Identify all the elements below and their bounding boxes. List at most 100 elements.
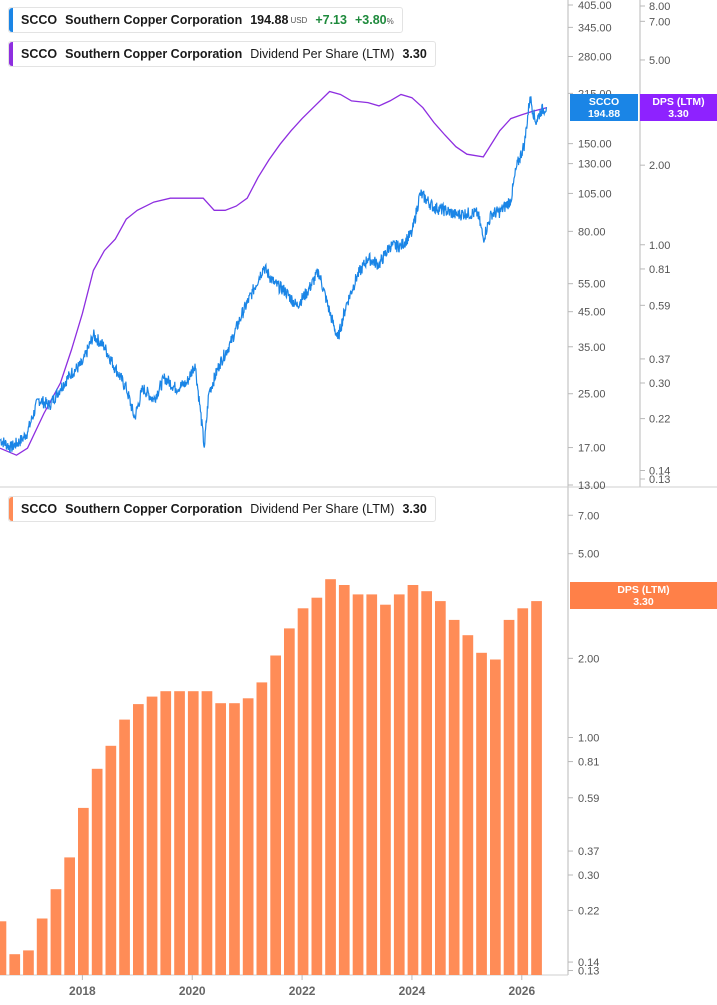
dps-tick-label: 1.00 <box>649 240 670 252</box>
x-tick-label: 2020 <box>179 984 206 998</box>
dps-bar <box>448 619 460 975</box>
dps-bar-tag: DPS (LTM) 3.30 <box>570 582 717 609</box>
x-tick-label: 2026 <box>508 984 535 998</box>
dps-bar <box>91 768 103 975</box>
dps-bar <box>215 703 226 975</box>
price-legend-ticker: SCCO <box>21 13 58 27</box>
dps-tick-label: 2.00 <box>649 160 670 172</box>
price-tick-label: 130.00 <box>578 159 612 171</box>
bar-tick-label: 0.14 <box>578 957 599 969</box>
price-line-series <box>0 96 548 453</box>
price-tick-label: 80.00 <box>578 226 606 238</box>
dps-bar <box>174 691 185 975</box>
dps-bar <box>503 619 515 975</box>
dps-bar <box>284 628 295 975</box>
price-tick-label: 105.00 <box>578 188 612 200</box>
price-tick-label: 55.00 <box>578 279 606 291</box>
dps-bar <box>297 608 309 975</box>
dps-bar <box>242 698 254 975</box>
dps-bar <box>64 857 75 975</box>
dps-bar <box>270 655 281 975</box>
dps-bar <box>229 703 240 975</box>
dps-tick-label: 7.00 <box>649 16 670 28</box>
dps-bar <box>338 585 350 975</box>
price-tick-label: 150.00 <box>578 139 612 151</box>
x-tick-label: 2018 <box>69 984 96 998</box>
dps-tick-label: 0.14 <box>649 465 670 477</box>
dps-line-series <box>0 90 547 456</box>
dps-bar <box>50 889 62 975</box>
bar-tick-label: 0.30 <box>578 870 599 882</box>
x-tick-label: 2024 <box>399 984 426 998</box>
dps-bar <box>105 745 117 975</box>
x-tick-label: 2022 <box>289 984 316 998</box>
dps-bar <box>366 594 378 975</box>
price-legend-pct-sign: % <box>386 17 394 26</box>
price-tick-label: 45.00 <box>578 307 606 319</box>
dps-line-legend-name: Southern Copper Corporation <box>65 47 243 61</box>
dps-tick-label: 0.37 <box>649 354 670 366</box>
dps-line-tag-value: 3.30 <box>668 108 689 120</box>
dps-tick-label: 0.81 <box>649 264 670 276</box>
price-legend-currency: USD <box>290 15 308 25</box>
dps-bar <box>531 601 542 975</box>
dps-bar <box>160 691 172 975</box>
dps-line-legend-ticker: SCCO <box>21 47 58 61</box>
dps-bar-tag-label: DPS (LTM) <box>617 584 670 596</box>
price-tick-label: 25.00 <box>578 389 606 401</box>
price-tag: SCCO 194.88 <box>570 94 638 121</box>
dps-line-legend-value: 3.30 <box>402 47 427 61</box>
price-tick-label: 13.00 <box>578 480 606 492</box>
dps-bar-legend-ticker: SCCO <box>21 502 58 516</box>
dps-tick-label: 5.00 <box>649 55 670 67</box>
dps-tick-label: 0.30 <box>649 378 670 390</box>
price-tick-label: 405.00 <box>578 0 612 12</box>
dps-bar <box>119 719 130 975</box>
dps-bar <box>36 918 48 975</box>
dps-bar <box>352 594 364 975</box>
price-tick-label: 35.00 <box>578 342 606 354</box>
dps-bar <box>380 604 391 975</box>
dps-bar <box>311 597 323 975</box>
price-legend-name: Southern Copper Corporation <box>65 13 243 27</box>
bar-tick-label: 0.37 <box>578 846 599 858</box>
dps-bar <box>476 652 487 975</box>
dps-bar <box>462 635 474 975</box>
dps-bar <box>435 601 446 975</box>
price-legend-change-pct-value: +3.80 <box>354 13 387 27</box>
price-legend-change-pct: +3.80% <box>355 13 394 27</box>
price-tick-label: 345.00 <box>578 22 612 34</box>
price-legend[interactable]: SCCO Southern Copper Corporation 194.88 … <box>8 7 403 33</box>
dps-line-legend[interactable]: SCCO Southern Copper Corporation Dividen… <box>8 41 436 67</box>
dps-bar <box>407 585 419 975</box>
dps-bar <box>490 659 501 975</box>
dps-tick-label: 0.13 <box>649 474 670 486</box>
dps-tick-label: 8.00 <box>649 1 670 13</box>
dps-tick-label: 0.59 <box>649 300 670 312</box>
bar-tick-label: 0.22 <box>578 905 599 917</box>
dps-bar <box>9 954 21 975</box>
bar-tick-label: 2.00 <box>578 653 599 665</box>
dps-bar <box>256 682 268 975</box>
dps-bar <box>393 594 405 975</box>
dps-bar <box>517 608 529 975</box>
dps-bar <box>133 704 144 975</box>
price-legend-change: +7.13 <box>315 13 347 27</box>
bar-tick-label: 7.00 <box>578 510 599 522</box>
dps-bar <box>146 696 158 975</box>
dps-bar-legend-swatch <box>9 497 13 521</box>
bar-tick-label: 0.59 <box>578 793 599 805</box>
dps-bar <box>325 579 336 975</box>
price-tag-value: 194.88 <box>587 108 621 120</box>
dps-line-tag: DPS (LTM) 3.30 <box>640 94 717 121</box>
dps-line-legend-swatch <box>9 42 13 66</box>
dps-bar <box>187 691 199 975</box>
dps-bar-legend[interactable]: SCCO Southern Copper Corporation Dividen… <box>8 496 436 522</box>
dps-bar-legend-name: Southern Copper Corporation <box>65 502 243 516</box>
dps-line-tag-label: DPS (LTM) <box>652 96 705 108</box>
dps-bar-legend-metric: Dividend Per Share (LTM) <box>250 502 395 516</box>
dps-bar <box>421 591 432 975</box>
bar-tick-label: 5.00 <box>578 549 599 561</box>
dps-line-legend-metric: Dividend Per Share (LTM) <box>250 47 395 61</box>
